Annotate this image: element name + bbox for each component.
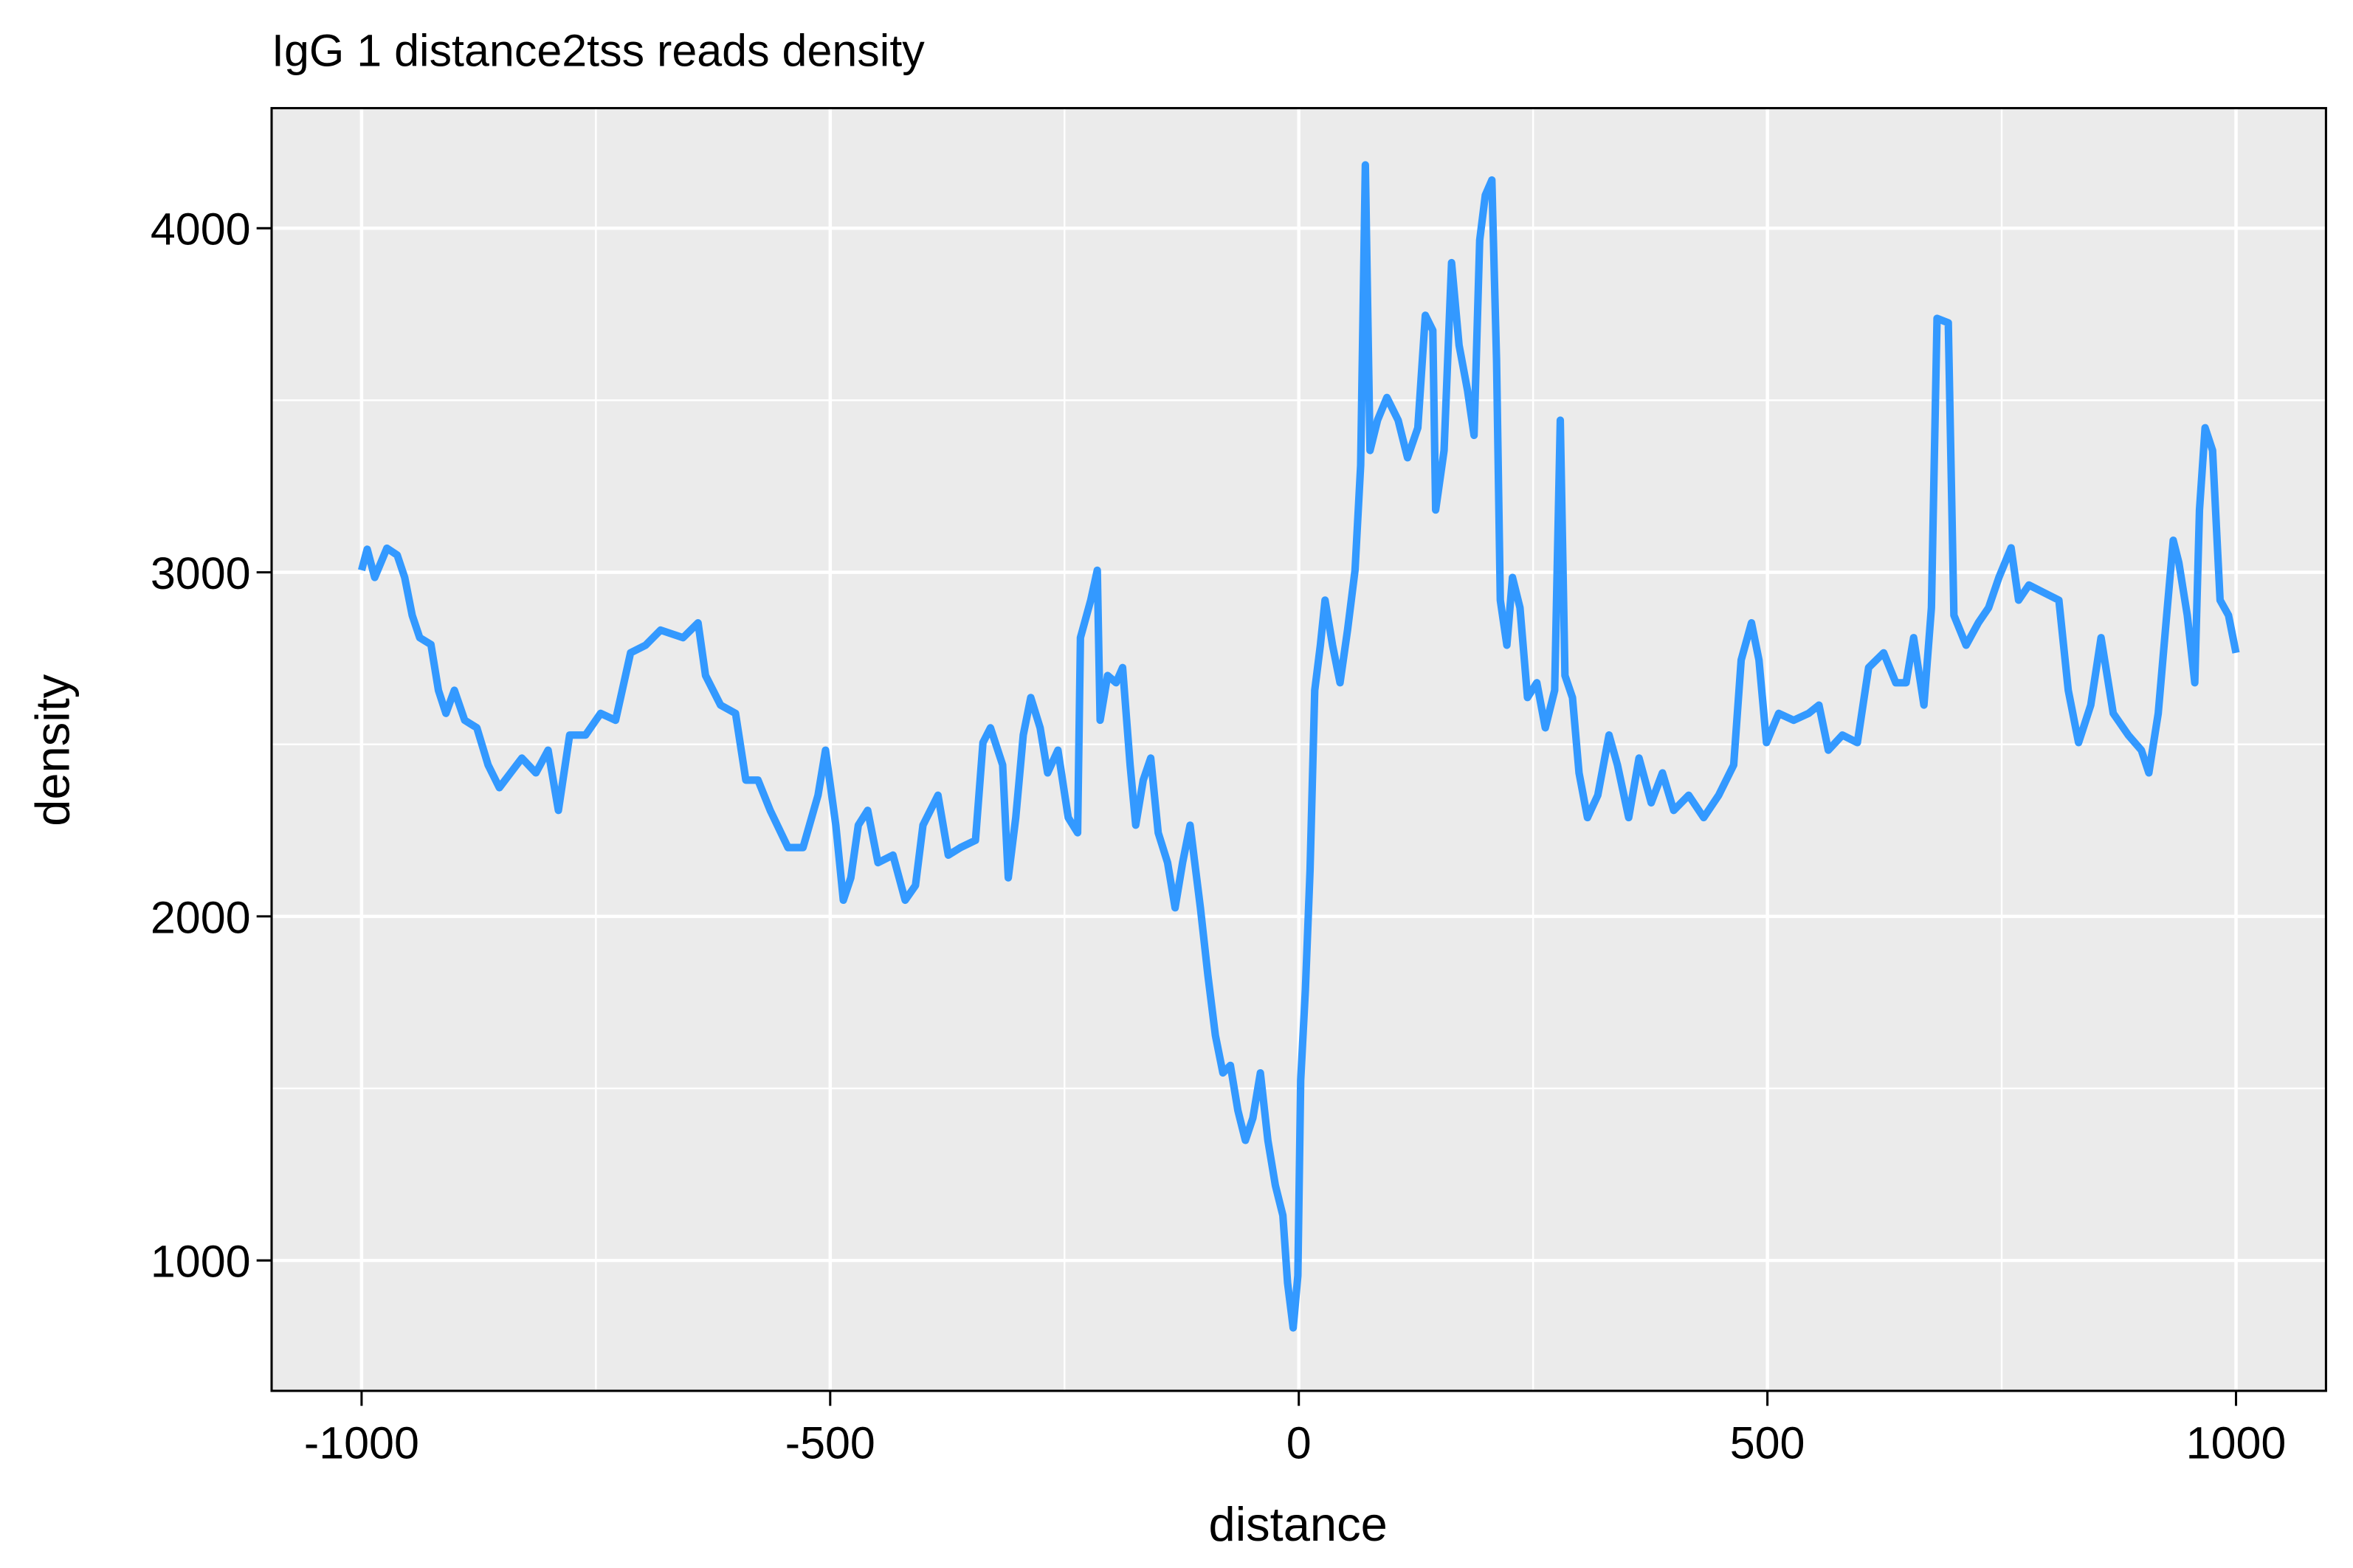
plot-border: [270, 107, 2327, 1392]
data-line: [357, 161, 2240, 1332]
y-tick-label: 2000: [151, 892, 251, 942]
x-tick-label: 0: [1286, 1417, 1312, 1468]
x-tick-label: 1000: [2186, 1417, 2287, 1468]
x-axis-label: distance: [1209, 1497, 1388, 1551]
y-axis-label: density: [26, 674, 80, 826]
y-tick-label: 3000: [151, 548, 251, 598]
chart-title: IgG 1 distance2tss reads density: [272, 26, 925, 76]
y-tick-label: 4000: [151, 204, 251, 255]
x-tick-label: 500: [1730, 1417, 1805, 1468]
x-tick-label: -1000: [304, 1417, 419, 1468]
y-tick-label: 1000: [151, 1237, 251, 1287]
x-tick-label: -500: [785, 1417, 875, 1468]
